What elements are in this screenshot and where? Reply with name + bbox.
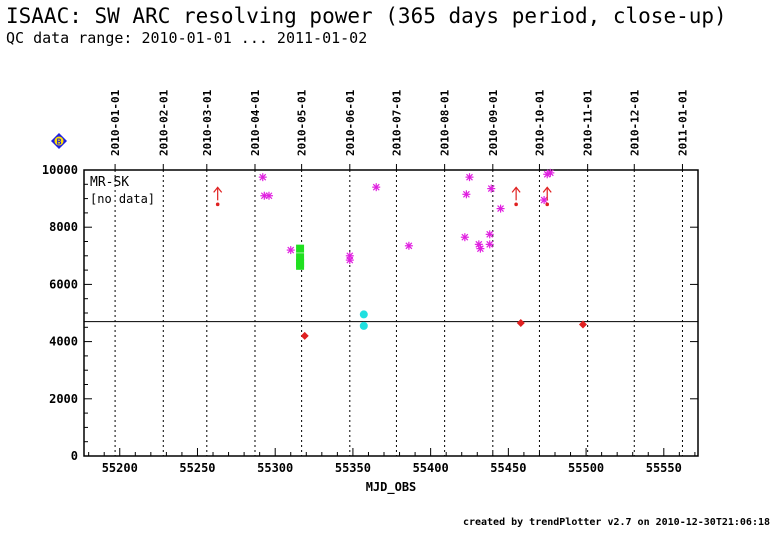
upper-limit-arrow (511, 186, 521, 207)
top-axis-date-label: 2010-10-01 (533, 89, 546, 156)
diamond-point (516, 319, 525, 328)
asterisk-point (487, 184, 496, 193)
asterisk-point (462, 190, 471, 199)
top-axis-date-label: 2010-09-01 (487, 89, 500, 156)
circle-point (359, 321, 368, 330)
asterisk-point (258, 173, 267, 182)
x-tick-label: 55450 (490, 461, 526, 475)
y-tick-label: 10000 (42, 163, 78, 177)
asterisk-point (404, 241, 413, 250)
b-badge-label: B (57, 138, 62, 147)
footer-credit: created by trendPlotter v2.7 on 2010-12-… (462, 517, 770, 528)
top-axis-date-label: 2010-12-01 (628, 89, 641, 156)
x-axis-label: MJD_OBS (366, 480, 417, 495)
y-tick-label: 6000 (49, 277, 78, 291)
x-tick-label: 55550 (646, 461, 682, 475)
asterisk-point (476, 244, 485, 253)
square-point (296, 253, 305, 262)
asterisk-point (485, 240, 494, 249)
y-tick-label: 8000 (49, 220, 78, 234)
asterisk-point (286, 246, 295, 255)
square-point (296, 244, 305, 253)
top-axis-date-label: 2010-11-01 (582, 89, 595, 156)
asterisk-point (465, 173, 474, 182)
asterisk-point (345, 256, 354, 265)
x-tick-label: 55200 (102, 461, 138, 475)
page-title: ISAAC: SW ARC resolving power (365 days … (6, 4, 727, 28)
diamond-point (300, 331, 309, 340)
asterisk-point (540, 196, 549, 205)
y-tick-label: 4000 (49, 335, 78, 349)
x-tick-label: 55400 (413, 461, 449, 475)
y-tick-label: 2000 (49, 392, 78, 406)
x-tick-label: 55500 (568, 461, 604, 475)
top-axis-date-label: 2010-02-01 (157, 89, 170, 156)
top-axis-date-label: 2010-03-01 (201, 89, 214, 156)
upper-limit-arrow (542, 186, 552, 207)
panel-label-mr-sk: MR-SK (90, 175, 129, 190)
panel-label-no-data: [no data] (90, 192, 155, 206)
x-tick-label: 55300 (257, 461, 293, 475)
top-axis-date-label: 2010-07-01 (390, 89, 403, 156)
b-badge-icon: B (51, 133, 67, 149)
diamond-point (578, 320, 587, 329)
y-tick-label: 0 (71, 449, 78, 463)
x-tick-label: 55250 (179, 461, 215, 475)
top-axis-date-label: 2010-05-01 (296, 89, 309, 156)
x-tick-label: 55350 (335, 461, 371, 475)
top-axis-date-label: 2010-01-01 (109, 89, 122, 156)
asterisk-point (264, 191, 273, 200)
top-axis-date-label: 2010-06-01 (344, 89, 357, 156)
asterisk-point (485, 230, 494, 239)
top-axis-date-label: 2011-01-01 (676, 89, 689, 156)
asterisk-point (460, 233, 469, 242)
circle-point (359, 310, 368, 319)
asterisk-point (496, 204, 505, 213)
asterisk-point (546, 168, 555, 177)
asterisk-point (372, 183, 381, 192)
top-axis-date-label: 2010-08-01 (439, 89, 452, 156)
plot-frame (83, 169, 699, 457)
upper-limit-arrow (213, 186, 223, 207)
data-range-subtitle: QC data range: 2010-01-01 ... 2011-01-02 (6, 29, 368, 47)
top-axis-date-label: 2010-04-01 (249, 89, 262, 156)
square-point (296, 261, 305, 270)
